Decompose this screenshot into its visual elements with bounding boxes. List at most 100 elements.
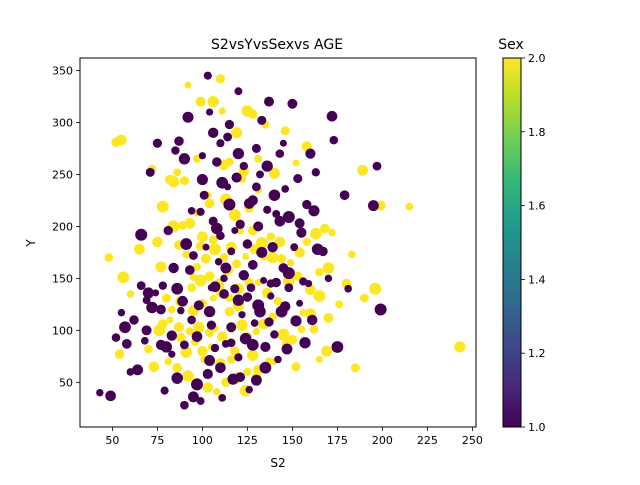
data-point — [230, 127, 243, 139]
data-point — [208, 235, 218, 245]
data-point — [116, 134, 127, 146]
data-point — [231, 227, 239, 235]
data-point — [304, 279, 313, 288]
data-point — [261, 160, 273, 172]
data-point — [232, 294, 245, 306]
data-point — [133, 243, 145, 255]
data-point — [216, 231, 225, 241]
data-point — [226, 338, 236, 348]
data-point — [135, 228, 148, 241]
data-point — [178, 153, 191, 165]
data-point — [180, 400, 189, 410]
x-tick-label: 225 — [417, 434, 438, 447]
data-point — [176, 332, 186, 343]
data-point — [168, 262, 179, 274]
data-point — [405, 202, 414, 211]
x-axis: 50 75 100 125 150 175 200 225 250 — [105, 427, 483, 447]
data-point — [293, 174, 303, 184]
data-point — [305, 284, 316, 296]
x-tick-label: 125 — [237, 434, 258, 447]
data-point — [236, 226, 245, 235]
data-point — [321, 345, 333, 357]
data-point — [267, 292, 275, 300]
data-point — [184, 217, 196, 229]
data-point — [310, 227, 322, 240]
data-point — [256, 170, 264, 179]
data-point — [198, 152, 207, 160]
data-point — [239, 161, 248, 171]
data-point — [277, 328, 290, 341]
data-point — [280, 301, 291, 312]
data-point — [283, 275, 295, 288]
data-point — [230, 346, 240, 356]
data-point — [204, 271, 215, 282]
data-point — [274, 215, 286, 227]
data-point — [251, 143, 261, 153]
data-point — [313, 290, 326, 303]
data-point — [266, 251, 279, 264]
x-tick-label: 50 — [105, 434, 119, 447]
x-tick-label: 200 — [372, 434, 393, 447]
data-point — [299, 308, 307, 317]
data-point — [163, 225, 173, 236]
data-point — [173, 322, 185, 333]
data-point — [197, 345, 208, 357]
data-point — [152, 289, 160, 297]
data-point — [191, 378, 203, 391]
data-point — [234, 353, 243, 362]
data-point — [219, 253, 229, 262]
data-point — [121, 338, 132, 349]
data-point — [193, 321, 205, 333]
data-point — [220, 274, 228, 283]
data-point — [250, 319, 259, 327]
data-point — [156, 200, 169, 213]
data-point — [177, 306, 185, 315]
data-point — [202, 243, 210, 251]
data-point — [254, 305, 266, 318]
data-point — [207, 96, 219, 108]
data-point — [178, 220, 188, 230]
data-point — [148, 361, 160, 373]
data-point — [302, 199, 312, 210]
data-point — [323, 312, 334, 323]
data-point — [257, 115, 267, 125]
data-point — [158, 281, 167, 290]
data-point — [223, 132, 233, 142]
data-point — [251, 182, 261, 192]
y-tick-label: 150 — [52, 272, 73, 285]
data-point — [297, 325, 306, 334]
x-tick-label: 75 — [150, 434, 164, 447]
data-point — [193, 262, 201, 271]
data-point — [174, 136, 184, 146]
data-point — [230, 284, 240, 294]
y-tick-label: 250 — [52, 168, 73, 181]
data-point — [202, 368, 213, 380]
data-point — [369, 282, 382, 295]
data-point — [216, 139, 225, 148]
data-point — [217, 331, 228, 342]
data-point — [203, 71, 212, 80]
data-point — [184, 81, 192, 89]
data-point — [224, 306, 235, 317]
x-tick-label: 100 — [192, 434, 213, 447]
data-point — [196, 231, 208, 243]
data-point — [191, 331, 203, 342]
data-point — [234, 87, 243, 96]
data-point — [293, 271, 303, 282]
data-point — [161, 293, 171, 303]
data-point — [264, 317, 274, 327]
data-point — [247, 259, 258, 270]
data-point — [242, 292, 253, 302]
data-point — [171, 282, 184, 295]
data-point — [219, 289, 229, 299]
data-point — [270, 330, 279, 339]
data-point — [308, 205, 320, 217]
data-point — [146, 301, 158, 314]
data-point — [195, 96, 206, 107]
data-point — [290, 315, 302, 327]
data-point — [235, 219, 245, 229]
data-point — [215, 74, 226, 84]
data-point — [209, 243, 221, 256]
y-axis-label: Y — [24, 239, 38, 248]
